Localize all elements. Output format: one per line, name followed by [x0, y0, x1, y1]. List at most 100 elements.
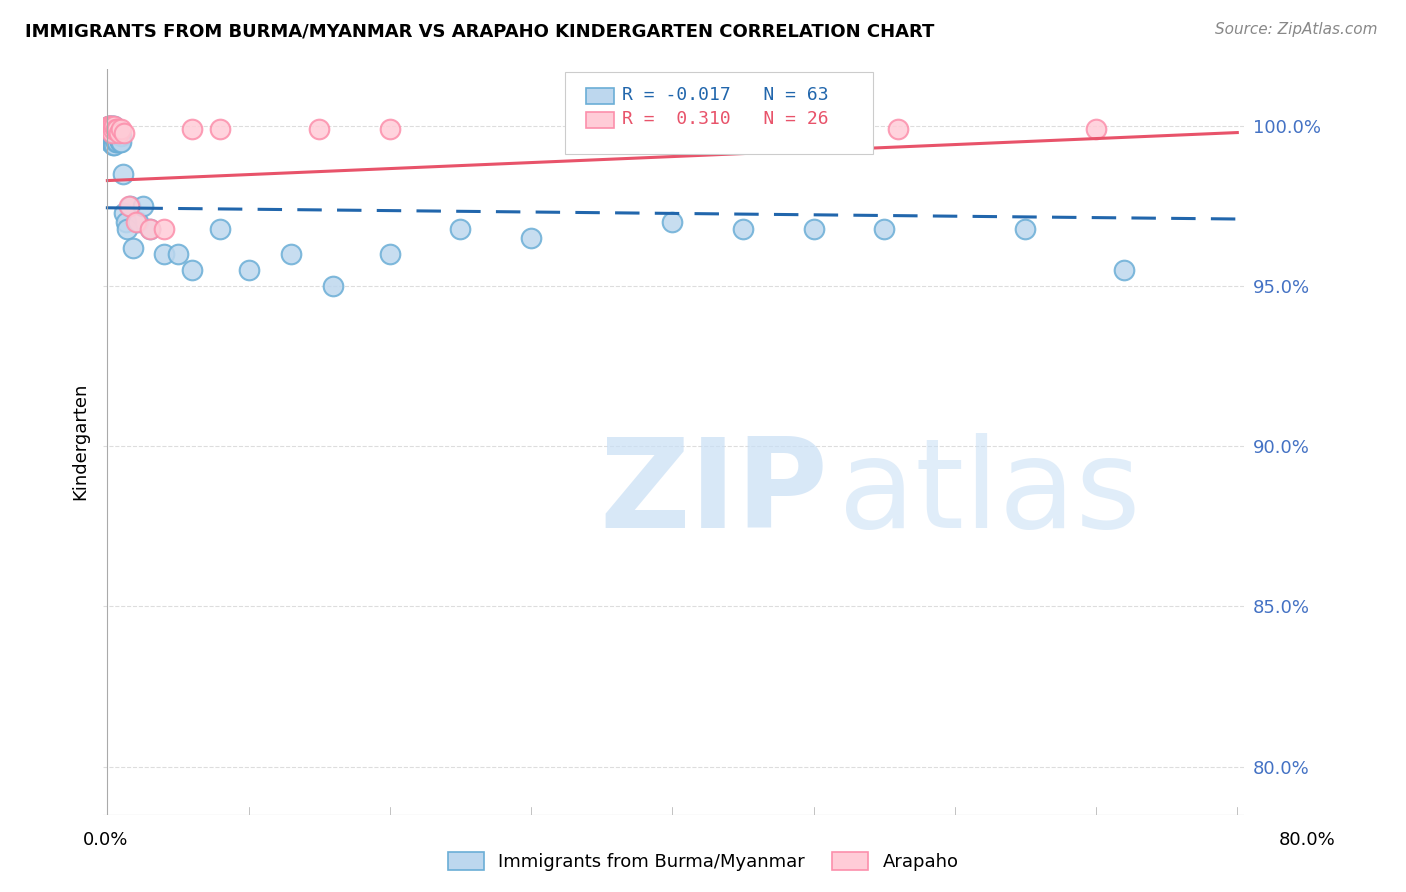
- Point: [322, 279, 344, 293]
- Point: [98, 135, 121, 149]
- Point: [378, 247, 401, 261]
- Point: [873, 221, 896, 235]
- Legend: Immigrants from Burma/Myanmar, Arapaho: Immigrants from Burma/Myanmar, Arapaho: [440, 845, 966, 879]
- Point: [104, 122, 127, 136]
- Point: [112, 126, 135, 140]
- Point: [100, 122, 122, 136]
- Point: [97, 119, 120, 133]
- Text: Source: ZipAtlas.com: Source: ZipAtlas.com: [1215, 22, 1378, 37]
- Point: [98, 126, 121, 140]
- Point: [1114, 263, 1136, 277]
- Point: [97, 119, 120, 133]
- Point: [731, 122, 754, 136]
- Point: [107, 132, 129, 146]
- Point: [103, 138, 125, 153]
- Point: [181, 263, 204, 277]
- Point: [105, 122, 128, 136]
- Point: [124, 215, 146, 229]
- Point: [100, 119, 122, 133]
- Point: [101, 126, 124, 140]
- Point: [167, 247, 190, 261]
- Point: [378, 122, 401, 136]
- Text: 80.0%: 80.0%: [1279, 831, 1336, 849]
- Point: [131, 199, 153, 213]
- Point: [103, 128, 125, 143]
- Point: [661, 215, 683, 229]
- Point: [101, 132, 124, 146]
- Point: [100, 128, 122, 143]
- Point: [98, 122, 121, 136]
- Point: [209, 221, 232, 235]
- Point: [101, 138, 124, 153]
- FancyBboxPatch shape: [565, 72, 873, 154]
- Point: [450, 221, 472, 235]
- Point: [887, 122, 910, 136]
- Point: [107, 126, 129, 140]
- Point: [100, 126, 122, 140]
- Point: [1085, 122, 1108, 136]
- Point: [803, 221, 825, 235]
- Point: [117, 199, 139, 213]
- Point: [153, 221, 176, 235]
- Point: [107, 126, 129, 140]
- Point: [97, 132, 120, 146]
- Point: [98, 122, 121, 136]
- Point: [308, 122, 330, 136]
- Point: [98, 132, 121, 146]
- Point: [100, 126, 122, 140]
- Point: [110, 135, 132, 149]
- Point: [108, 128, 131, 143]
- Point: [138, 221, 160, 235]
- FancyBboxPatch shape: [586, 88, 614, 104]
- Point: [98, 119, 121, 133]
- Point: [101, 122, 124, 136]
- Point: [1014, 221, 1036, 235]
- Point: [104, 122, 127, 136]
- Point: [181, 122, 204, 136]
- FancyBboxPatch shape: [586, 112, 614, 128]
- Point: [103, 119, 125, 133]
- Text: 0.0%: 0.0%: [83, 831, 128, 849]
- Text: IMMIGRANTS FROM BURMA/MYANMAR VS ARAPAHO KINDERGARTEN CORRELATION CHART: IMMIGRANTS FROM BURMA/MYANMAR VS ARAPAHO…: [25, 22, 935, 40]
- Point: [108, 135, 131, 149]
- Point: [111, 167, 134, 181]
- Text: R =  0.310   N = 26: R = 0.310 N = 26: [623, 111, 830, 128]
- Point: [105, 128, 128, 143]
- Point: [110, 128, 132, 143]
- Point: [97, 128, 120, 143]
- Point: [98, 119, 121, 133]
- Point: [591, 122, 613, 136]
- Point: [209, 122, 232, 136]
- Point: [103, 119, 125, 133]
- Point: [105, 135, 128, 149]
- Point: [97, 119, 120, 133]
- Point: [97, 122, 120, 136]
- Point: [115, 221, 138, 235]
- Point: [101, 119, 124, 133]
- Point: [127, 215, 149, 229]
- Point: [97, 119, 120, 133]
- Point: [100, 119, 122, 133]
- Point: [104, 128, 127, 143]
- Point: [280, 247, 302, 261]
- Point: [112, 205, 135, 219]
- Point: [731, 221, 754, 235]
- Point: [104, 135, 127, 149]
- Point: [138, 221, 160, 235]
- Point: [114, 215, 136, 229]
- Text: ZIP: ZIP: [599, 434, 828, 554]
- Point: [153, 247, 176, 261]
- Point: [100, 135, 122, 149]
- Point: [101, 122, 124, 136]
- Point: [103, 122, 125, 136]
- Point: [105, 122, 128, 136]
- Point: [97, 126, 120, 140]
- Text: atlas: atlas: [599, 434, 1140, 554]
- Point: [110, 122, 132, 136]
- Point: [118, 199, 141, 213]
- Y-axis label: Kindergarten: Kindergarten: [72, 383, 89, 500]
- Text: R = -0.017   N = 63: R = -0.017 N = 63: [623, 87, 830, 104]
- Point: [520, 231, 543, 245]
- Point: [238, 263, 260, 277]
- Point: [121, 241, 143, 255]
